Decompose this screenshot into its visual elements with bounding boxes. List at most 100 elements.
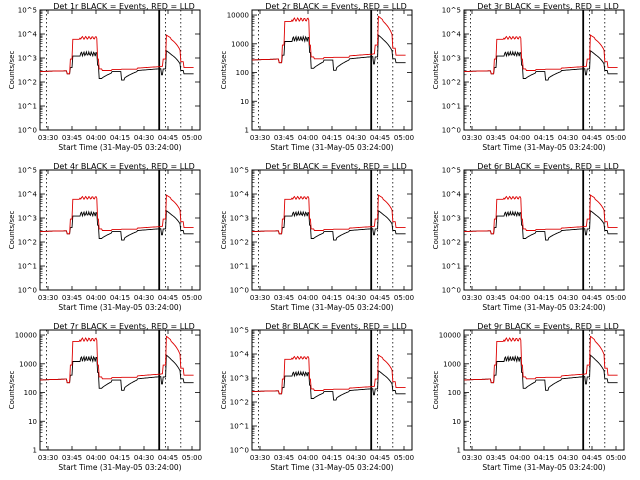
panel-det-3r: Det 3r BLACK = Events, RED = LLD Counts/s… <box>432 2 626 152</box>
x-tick-label: 03:45 <box>274 454 294 462</box>
series-events-line <box>252 210 406 241</box>
y-tick-label: 10^4 <box>230 351 250 359</box>
series-lld-line <box>40 194 194 235</box>
x-tick-label: 04:15 <box>534 134 554 142</box>
y-tick-label: 10000 <box>439 332 461 340</box>
y-tick-label: 10^1 <box>18 263 37 271</box>
y-tick-label: 10^4 <box>442 31 462 39</box>
panel-det-8r: Det 8r BLACK = Events, RED = LLD Counts/s… <box>220 322 414 472</box>
y-tick-label: 10^3 <box>18 55 37 63</box>
y-tick-label: 10^3 <box>442 55 461 63</box>
y-tick-label: 10^1 <box>442 263 461 271</box>
plot-frame <box>251 9 413 131</box>
x-tick-label: 03:45 <box>62 294 82 302</box>
x-axis-label: Start Time (31-May-05 03:24:00) <box>270 143 393 152</box>
x-tick-label: 04:45 <box>158 454 178 462</box>
y-tick-label: 1000 <box>231 40 249 48</box>
x-tick-label: 04:45 <box>370 134 390 142</box>
y-axis-label: Counts/sec <box>8 51 16 90</box>
x-tick-label: 04:00 <box>86 134 106 142</box>
series-lld-line <box>40 34 194 75</box>
y-tick-label: 10^0 <box>230 447 249 455</box>
x-axis-label: Start Time (31-May-05 03:24:00) <box>58 463 181 472</box>
x-tick-label: 04:15 <box>322 134 342 142</box>
y-tick-label: 10^5 <box>442 7 461 15</box>
x-tick-label: 04:45 <box>582 454 602 462</box>
x-tick-label: 03:30 <box>462 294 482 302</box>
x-tick-label: 05:00 <box>394 454 414 462</box>
x-tick-label: 04:45 <box>370 454 390 462</box>
y-axis-label: Counts/sec <box>220 211 228 250</box>
x-tick-label: 03:45 <box>62 454 82 462</box>
x-tick-label: 03:30 <box>462 134 482 142</box>
x-axis-label: Start Time (31-May-05 03:24:00) <box>58 143 181 152</box>
y-tick-label: 10^5 <box>230 167 249 175</box>
series-lld-line <box>463 335 618 384</box>
y-tick-label: 10^0 <box>18 287 37 295</box>
x-tick-label: 05:00 <box>182 134 202 142</box>
series-events-line <box>40 50 194 81</box>
panel-title: Det 2r BLACK = Events, RED = LLD <box>265 2 407 11</box>
y-axis-label: Counts/sec <box>8 371 16 410</box>
panel-title: Det 7r BLACK = Events, RED = LLD <box>53 322 195 331</box>
plot-frame <box>463 329 625 451</box>
x-tick-label: 04:15 <box>110 454 130 462</box>
x-tick-label: 03:30 <box>462 454 482 462</box>
x-tick-label: 05:00 <box>606 454 626 462</box>
y-tick-label: 10^2 <box>230 399 249 407</box>
x-tick-label: 03:45 <box>274 134 294 142</box>
x-tick-label: 03:30 <box>38 454 58 462</box>
x-tick-label: 05:00 <box>606 134 626 142</box>
x-tick-label: 04:30 <box>134 134 154 142</box>
x-tick-label: 04:45 <box>370 294 390 302</box>
y-tick-label: 10 <box>28 418 37 426</box>
panel-det-4r: Det 4r BLACK = Events, RED = LLD Counts/s… <box>8 162 202 312</box>
x-tick-label: 04:30 <box>558 294 578 302</box>
y-tick-label: 10^5 <box>230 327 249 335</box>
y-tick-label: 10000 <box>15 332 37 340</box>
x-tick-label: 03:45 <box>486 134 506 142</box>
y-tick-label: 10^2 <box>230 239 249 247</box>
panel-det-2r: Det 2r BLACK = Events, RED = LLD Counts/s… <box>220 2 414 152</box>
y-tick-label: 10^1 <box>230 263 249 271</box>
x-tick-label: 05:00 <box>394 294 414 302</box>
x-tick-label: 05:00 <box>182 294 202 302</box>
x-tick-label: 04:00 <box>86 454 106 462</box>
panel-title: Det 8r BLACK = Events, RED = LLD <box>265 322 407 331</box>
panel-title: Det 6r BLACK = Events, RED = LLD <box>477 162 619 171</box>
series-events-line <box>251 34 406 71</box>
x-axis-label: Start Time (31-May-05 03:24:00) <box>270 463 393 472</box>
x-tick-label: 04:45 <box>158 294 178 302</box>
x-tick-label: 05:00 <box>606 294 626 302</box>
y-tick-label: 10^3 <box>442 215 461 223</box>
x-tick-label: 04:15 <box>110 294 130 302</box>
x-tick-label: 04:00 <box>510 294 530 302</box>
y-tick-label: 100 <box>448 389 461 397</box>
x-tick-label: 03:30 <box>250 134 270 142</box>
y-tick-label: 1 <box>33 447 37 455</box>
y-tick-label: 10^5 <box>18 167 37 175</box>
x-axis-label: Start Time (31-May-05 03:24:00) <box>482 143 605 152</box>
x-tick-label: 03:45 <box>486 454 506 462</box>
x-tick-label: 04:30 <box>346 294 366 302</box>
panel-det-6r: Det 6r BLACK = Events, RED = LLD Counts/s… <box>432 162 626 312</box>
y-tick-label: 10^3 <box>230 375 249 383</box>
x-tick-label: 04:45 <box>582 134 602 142</box>
x-tick-label: 03:45 <box>274 294 294 302</box>
y-tick-label: 10^3 <box>18 215 37 223</box>
y-axis-label: Counts/sec <box>8 211 16 250</box>
panel-det-9r: Det 9r BLACK = Events, RED = LLD Counts/s… <box>432 322 626 472</box>
panel-det-1r: Det 1r BLACK = Events, RED = LLD Counts/s… <box>8 2 202 152</box>
y-tick-label: 10^0 <box>442 127 461 135</box>
series-events-line <box>40 210 194 241</box>
x-tick-label: 04:15 <box>534 454 554 462</box>
x-tick-label: 03:45 <box>486 294 506 302</box>
y-tick-label: 1000 <box>19 360 37 368</box>
series-events-line <box>39 354 194 391</box>
series-lld-line <box>464 194 618 235</box>
y-axis-label: Counts/sec <box>220 51 228 90</box>
x-tick-label: 04:15 <box>110 134 130 142</box>
x-tick-label: 04:45 <box>582 294 602 302</box>
x-tick-label: 04:30 <box>134 294 154 302</box>
